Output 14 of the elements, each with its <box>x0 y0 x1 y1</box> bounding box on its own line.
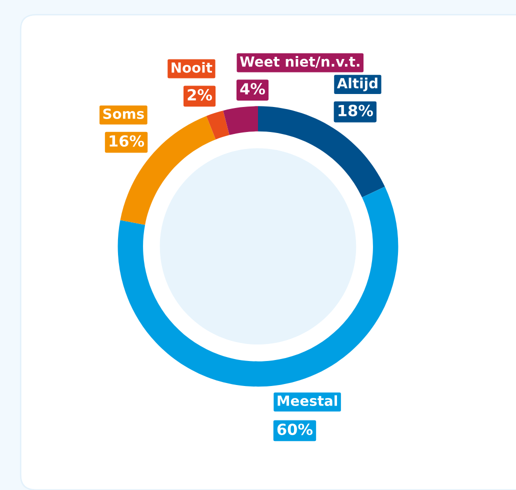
slice-label: Altijd <box>336 78 378 92</box>
slice-label: Meestal <box>278 395 337 406</box>
data-label: 60% <box>277 424 313 436</box>
donut-slice <box>223 106 258 136</box>
donut-slice <box>118 186 398 387</box>
data-label: 18% <box>338 104 373 116</box>
donut-slice <box>206 110 230 140</box>
slice-label: Soms <box>103 108 144 119</box>
donut-slice <box>258 106 385 198</box>
slice-label: Weet niet/n.v.t. <box>240 56 360 68</box>
data-label: 2% <box>188 89 212 101</box>
data-label: 16% <box>110 135 144 147</box>
slice-label: Nooit <box>172 62 212 73</box>
data-label: 4% <box>240 83 265 95</box>
